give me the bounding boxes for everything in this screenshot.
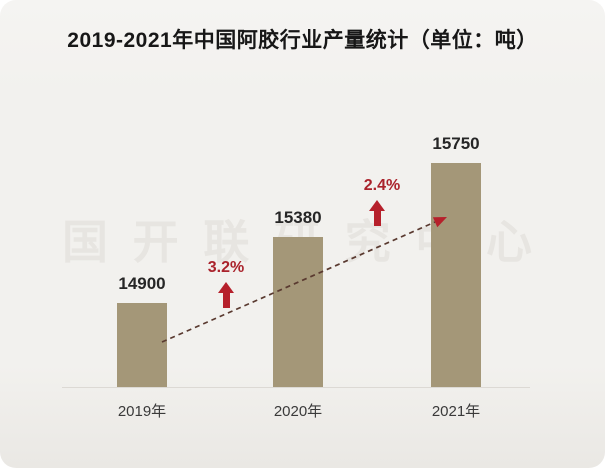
value-label-2020: 15380 xyxy=(274,208,322,227)
watermark-char: 国 xyxy=(62,216,108,268)
watermark-char: 开 xyxy=(132,216,179,268)
value-label-2019: 14900 xyxy=(118,274,166,293)
value-label-2021: 15750 xyxy=(432,134,480,153)
growth-up-arrow-icon xyxy=(369,200,385,226)
x-axis-label-2020: 2020年 xyxy=(273,403,323,420)
bar-2019 xyxy=(117,303,167,387)
growth-rate-label-2021: 2.4% xyxy=(363,177,401,194)
x-axis-label-2021: 2021年 xyxy=(431,403,481,420)
growth-up-arrow-icon xyxy=(218,282,234,308)
growth-rate-label-2020: 3.2% xyxy=(207,259,245,276)
x-axis-baseline xyxy=(62,387,530,388)
arrow-stem xyxy=(373,211,381,226)
watermark-char: 心 xyxy=(485,216,532,268)
x-axis-label-2019: 2019年 xyxy=(117,403,167,420)
bar-2020 xyxy=(273,237,323,387)
arrow-stem xyxy=(222,293,230,308)
chart-title: 2019-2021年中国阿胶行业产量统计（单位：吨） xyxy=(67,29,538,52)
arrow-head xyxy=(369,200,385,211)
bar-2021 xyxy=(431,163,481,387)
arrow-head xyxy=(218,282,234,293)
